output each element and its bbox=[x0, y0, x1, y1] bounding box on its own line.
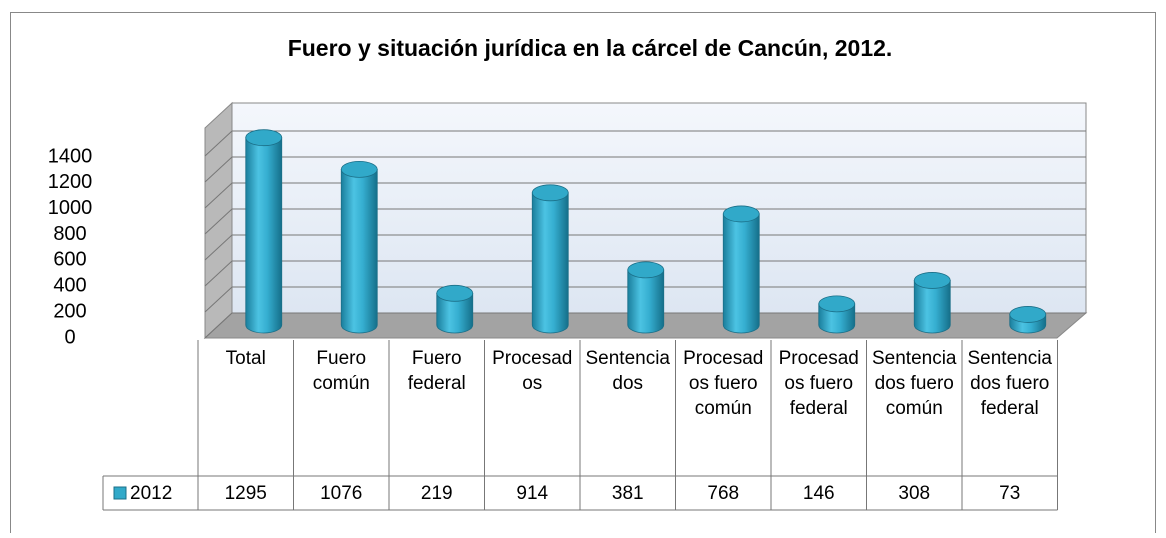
legend-label: 2012 bbox=[130, 483, 172, 504]
category-cell: Fuero común bbox=[312, 348, 370, 394]
value-label: 219 bbox=[421, 483, 453, 504]
value-label: 768 bbox=[707, 483, 739, 504]
grid-line bbox=[204, 234, 1086, 261]
category-cell: Sentenciados fuero federal bbox=[967, 348, 1052, 419]
category-cell: Procesados bbox=[492, 348, 573, 394]
grid-line bbox=[204, 260, 1086, 287]
y-tick-label: 200 bbox=[53, 300, 86, 322]
cylinder-top bbox=[722, 205, 760, 223]
cylinder bbox=[436, 292, 474, 334]
cylinder bbox=[531, 192, 569, 334]
cylinder-top bbox=[913, 272, 951, 289]
y-tick-label: 0 bbox=[64, 326, 75, 348]
y-tick-label: 600 bbox=[53, 249, 86, 271]
cylinder-top bbox=[436, 284, 474, 302]
x-tick-label: Procesados fuero federal bbox=[778, 348, 859, 419]
x-tick-label: Fuero federal bbox=[407, 348, 466, 394]
grid-line bbox=[204, 156, 1086, 183]
x-tick-label: Procesados fuero común bbox=[683, 348, 764, 419]
x-tick-label: Fuero común bbox=[312, 348, 370, 394]
grid-line bbox=[204, 312, 1086, 339]
x-tick-label: Sentenciados bbox=[585, 348, 670, 394]
cylinder-top bbox=[818, 295, 856, 313]
y-tick-label: 1400 bbox=[48, 145, 93, 167]
cylinder-top bbox=[245, 129, 283, 147]
category-cell: Fuero federal bbox=[407, 348, 466, 394]
grid-line bbox=[204, 130, 1086, 157]
x-tick-label: Procesados bbox=[492, 348, 573, 394]
y-tick-label: 400 bbox=[53, 275, 86, 297]
value-label: 146 bbox=[803, 483, 835, 504]
cylinder-top bbox=[1009, 306, 1047, 323]
legend-swatch bbox=[113, 486, 127, 500]
chart-frame bbox=[10, 12, 1156, 533]
category-cell: Sentenciados fuero común bbox=[871, 348, 957, 419]
cylinder-top bbox=[340, 160, 378, 178]
y-tick-label: 1200 bbox=[48, 171, 93, 193]
x-tick-label: Sentenciados fuero común bbox=[871, 348, 957, 419]
value-label: 1295 bbox=[225, 483, 267, 504]
value-label: 73 bbox=[999, 483, 1020, 504]
grid-line bbox=[204, 286, 1086, 313]
y-tick-label: 800 bbox=[53, 223, 86, 245]
cylinder-top bbox=[531, 184, 569, 202]
value-label: 308 bbox=[898, 483, 930, 504]
category-cell: Procesados fuero federal bbox=[778, 348, 859, 419]
cylinder bbox=[627, 269, 665, 334]
grid-line bbox=[204, 182, 1086, 209]
chart-title: Fuero y situación jurídica en la cárcel … bbox=[288, 35, 893, 61]
cylinder bbox=[245, 137, 283, 334]
side-wall bbox=[204, 101, 233, 340]
x-tick-label: Total bbox=[225, 348, 266, 369]
value-label: 914 bbox=[516, 483, 548, 504]
x-tick-label: Sentenciados fuero federal bbox=[967, 348, 1052, 419]
y-tick-label: 1000 bbox=[48, 197, 93, 219]
cylinder bbox=[722, 213, 760, 334]
category-cell: Procesados fuero común bbox=[683, 348, 764, 419]
value-label: 381 bbox=[612, 483, 644, 504]
cylinder-top bbox=[627, 261, 665, 279]
category-cell: Sentenciados bbox=[585, 348, 670, 394]
grid-line bbox=[204, 208, 1086, 235]
value-label: 1076 bbox=[320, 483, 362, 504]
cylinder bbox=[340, 168, 378, 334]
category-cell: Total bbox=[225, 348, 266, 369]
cylinder bbox=[913, 280, 951, 334]
